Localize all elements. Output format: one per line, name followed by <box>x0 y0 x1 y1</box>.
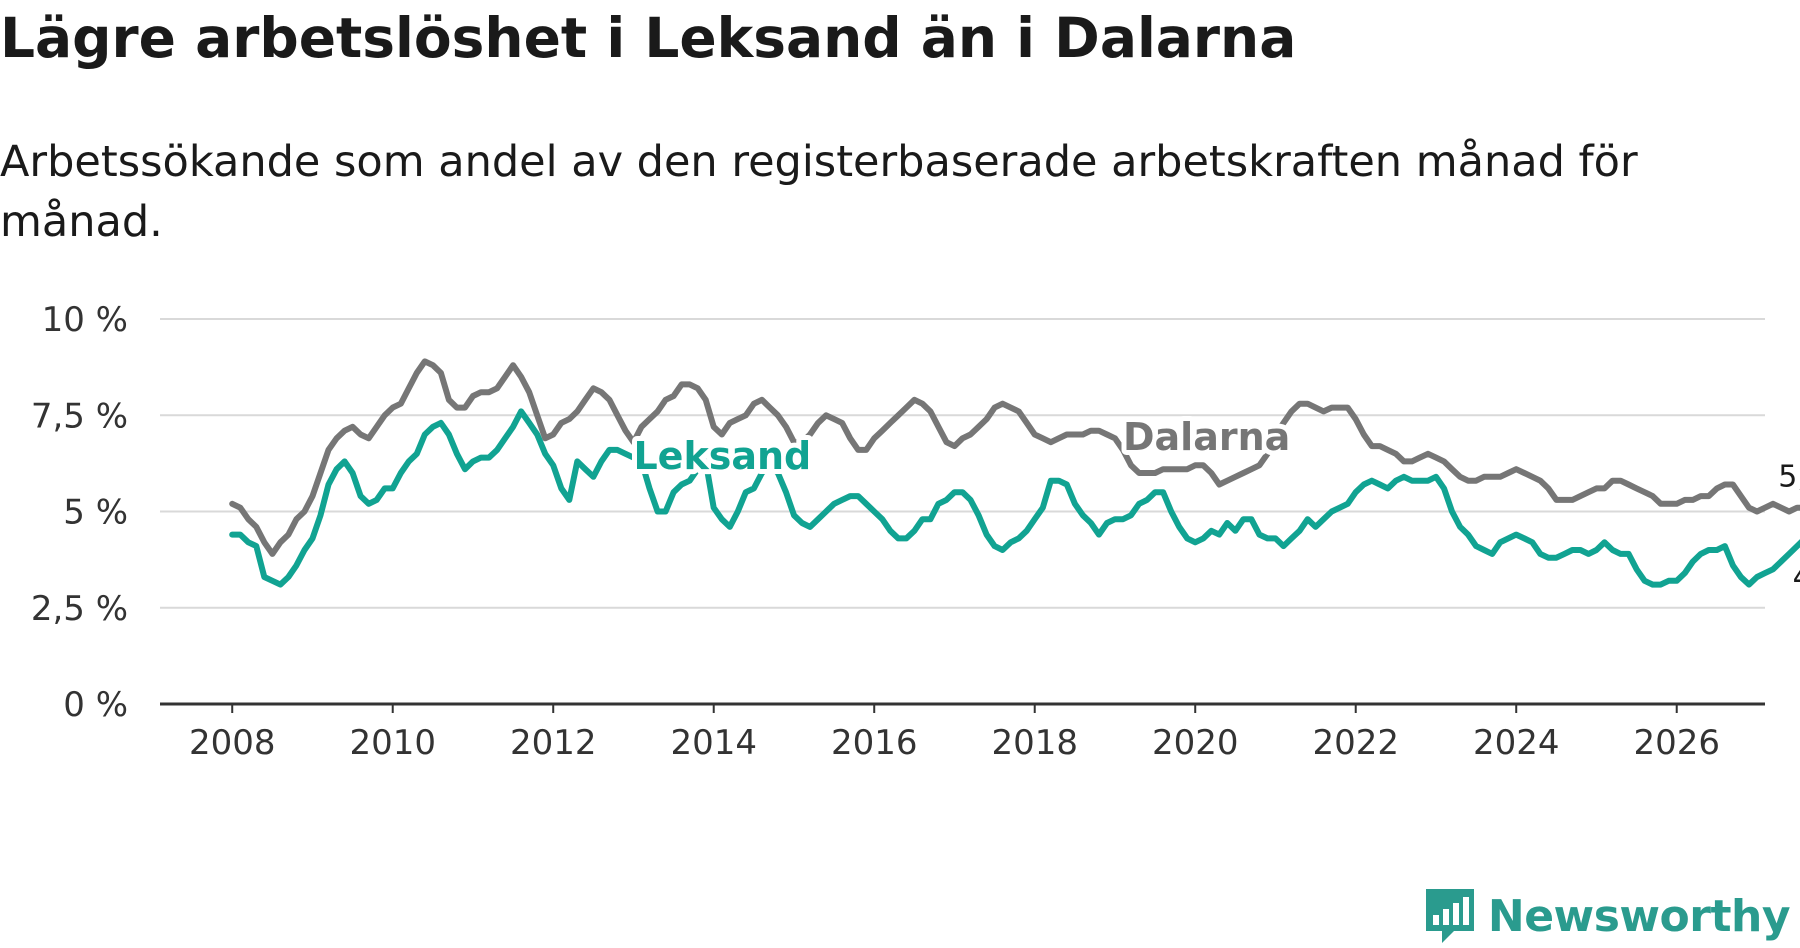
leksand-series-label: Leksand <box>633 434 811 478</box>
newsworthy-logo-text: Newsworthy <box>1487 890 1791 942</box>
x-tick-label: 2008 <box>189 723 276 763</box>
leksand-end-label: 4 % <box>1793 560 1800 595</box>
chart-subtitle: Arbetssökande som andel av den registerb… <box>0 137 1638 247</box>
dalarna-line <box>229 358 1800 557</box>
series-lines <box>229 358 1800 588</box>
x-tick-label: 2022 <box>1312 723 1399 763</box>
x-tick-label: 2010 <box>349 723 436 763</box>
x-tick-label: 2018 <box>991 723 1078 763</box>
y-tick-label: 5 % <box>63 493 128 533</box>
dalarna-end-label: 5,1 % <box>1778 460 1800 495</box>
newsworthy-logo: Newsworthy <box>1424 884 1791 948</box>
line-chart: 0 % 2,5 % 5 % 7,5 % 10 % 2008 2010 2012 2014 201… <box>31 300 1800 763</box>
y-tick-label: 7,5 % <box>31 396 128 436</box>
x-tick-label: 2020 <box>1152 723 1239 763</box>
x-tick-label: 2024 <box>1473 723 1560 763</box>
x-tick-label: 2026 <box>1633 723 1720 763</box>
x-tick-label: 2012 <box>510 723 597 763</box>
y-tick-label: 10 % <box>42 300 128 340</box>
gridlines <box>160 318 1765 609</box>
y-tick-label: 0 % <box>63 685 128 725</box>
newsworthy-logo-icon <box>1425 889 1474 943</box>
x-tick-label: 2016 <box>831 723 918 763</box>
x-tick-label: 2014 <box>670 723 757 763</box>
dalarna-series-label: Dalarna <box>1123 415 1290 459</box>
x-axis-ticks: 2008 2010 2012 2014 2016 2018 2020 2022 2024 2026 <box>189 704 1720 763</box>
y-tick-label: 2,5 % <box>31 589 128 629</box>
chart-title: Lägre arbetslöshet i Leksand än i Dalarn… <box>0 6 1297 70</box>
y-axis-ticks: 0 % 2,5 % 5 % 7,5 % 10 % <box>31 300 128 725</box>
leksand-line <box>229 408 1800 588</box>
series-labels: Dalarna Leksand 5,1 % 4 % <box>628 410 1800 599</box>
